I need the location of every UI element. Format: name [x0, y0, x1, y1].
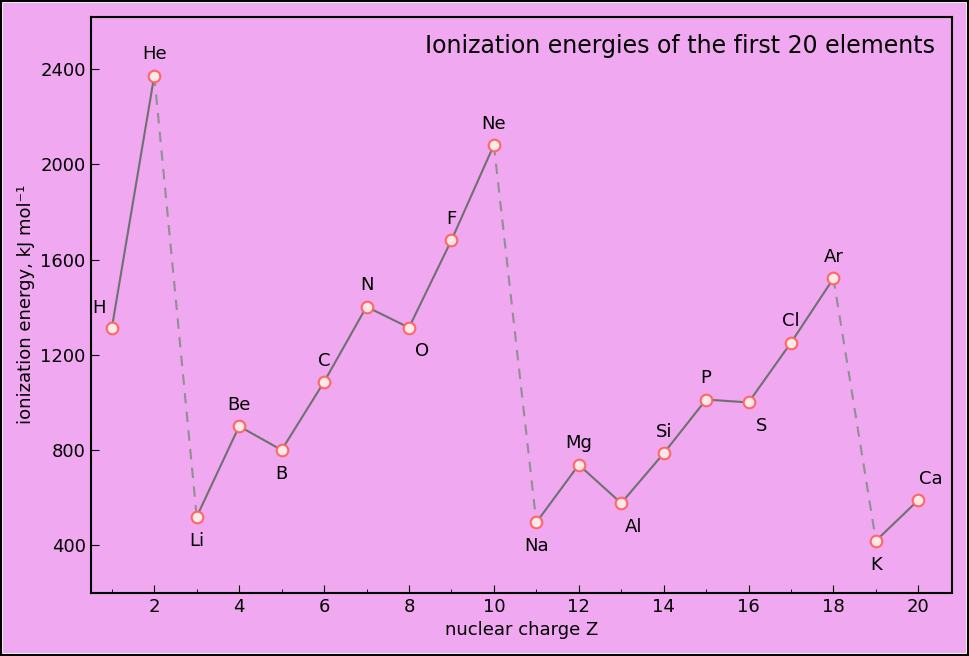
Point — [741, 397, 757, 407]
Point — [613, 498, 629, 508]
Point — [699, 394, 714, 405]
Point — [868, 535, 884, 546]
Point — [826, 273, 841, 283]
Point — [571, 460, 586, 470]
Text: Ne: Ne — [482, 115, 506, 133]
Point — [401, 322, 417, 333]
Text: Be: Be — [228, 396, 251, 414]
Point — [656, 448, 672, 459]
Text: N: N — [359, 276, 373, 295]
Point — [528, 517, 544, 527]
Point — [359, 302, 374, 312]
Text: Si: Si — [655, 423, 672, 441]
Text: H: H — [92, 299, 106, 317]
Text: C: C — [318, 352, 330, 369]
Text: P: P — [701, 369, 711, 387]
Text: Ar: Ar — [824, 248, 843, 266]
Point — [783, 337, 798, 348]
Point — [316, 377, 331, 387]
Text: Ionization energies of the first 20 elements: Ionization energies of the first 20 elem… — [425, 34, 935, 58]
Text: F: F — [447, 210, 456, 228]
Text: Al: Al — [625, 518, 642, 536]
Point — [911, 495, 926, 505]
Point — [104, 323, 119, 333]
Text: Cl: Cl — [782, 312, 799, 330]
Y-axis label: ionization energy, kJ mol⁻¹: ionization energy, kJ mol⁻¹ — [16, 185, 35, 424]
Point — [146, 70, 162, 81]
Text: Ca: Ca — [920, 470, 943, 487]
Point — [232, 421, 247, 432]
Point — [189, 512, 204, 522]
Point — [274, 445, 290, 455]
Text: O: O — [415, 342, 428, 360]
Point — [444, 235, 459, 245]
Text: Na: Na — [524, 537, 548, 555]
Text: B: B — [275, 465, 288, 483]
X-axis label: nuclear charge Z: nuclear charge Z — [445, 621, 598, 640]
Text: He: He — [141, 45, 167, 63]
Point — [486, 140, 502, 150]
Text: Li: Li — [189, 531, 204, 550]
Text: S: S — [756, 417, 767, 435]
Text: K: K — [870, 556, 882, 573]
Text: Mg: Mg — [565, 434, 592, 453]
